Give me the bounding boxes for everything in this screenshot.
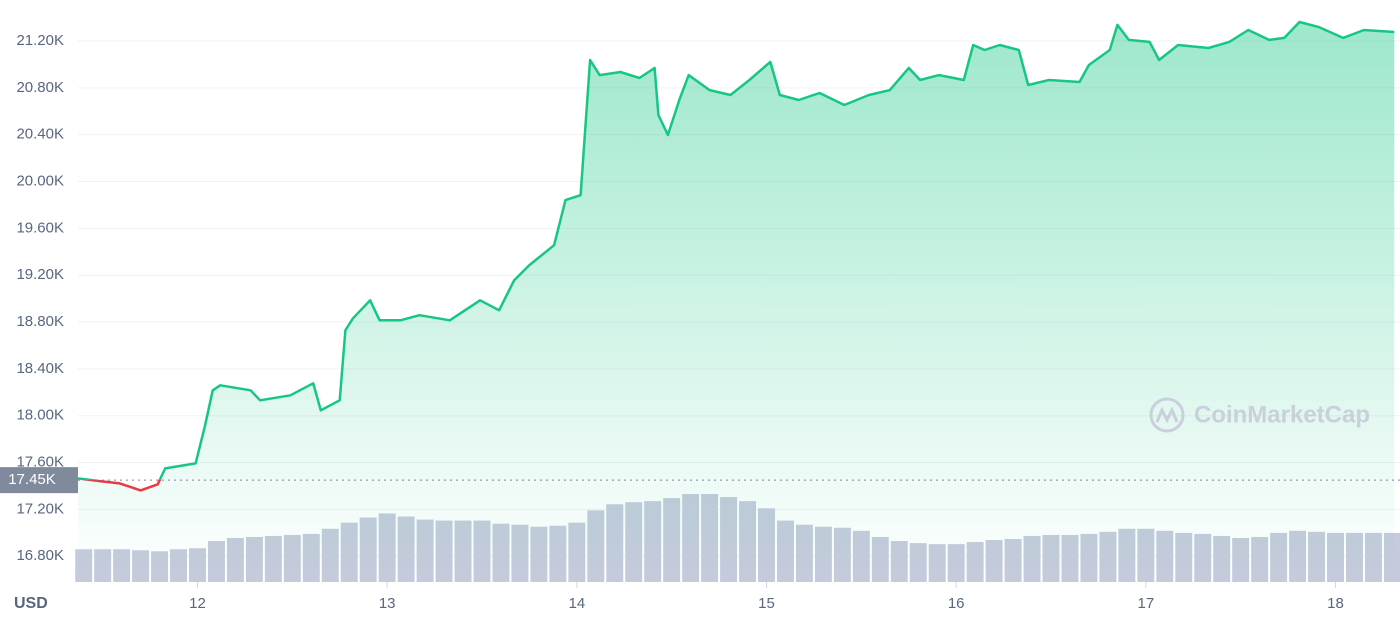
y-tick-label: 20.40K: [16, 126, 64, 143]
price-line: [77, 20, 1395, 492]
area-layer: [78, 22, 1395, 582]
y-tick-label: 18.80K: [16, 313, 64, 330]
y-tick-label: 17.20K: [16, 500, 64, 517]
y-tick-label: 18.40K: [16, 360, 64, 377]
watermark-logo: [1149, 397, 1185, 433]
reference-badge: [0, 467, 78, 494]
x-tick-label: 16: [948, 595, 965, 612]
price-area: [78, 22, 1395, 582]
currency-label: USD: [14, 595, 48, 612]
y-tick-label: 21.20K: [16, 32, 64, 49]
y-tick-label: 20.80K: [16, 79, 64, 96]
y-tick-label: 19.20K: [16, 266, 64, 283]
x-tick-label: 14: [568, 595, 585, 612]
y-tick-label: 16.80K: [16, 547, 64, 564]
x-tick-label: 18: [1327, 595, 1344, 612]
reference-label: 17.45K: [8, 471, 56, 488]
foreground: 16.80K 17.20K 17.60K 18.00K 18.40K 18.80K 19.2…: [0, 20, 1400, 612]
y-tick-label: 17.60K: [16, 454, 64, 471]
y-tick-label: 18.00K: [16, 407, 64, 424]
x-tick-label: 12: [189, 595, 206, 612]
watermark: CoinMarketCap: [1194, 401, 1370, 428]
x-tick-label: 13: [379, 595, 396, 612]
x-tick-label: 15: [758, 595, 775, 612]
y-tick-label: 19.60K: [16, 219, 64, 236]
x-tick-label: 17: [1137, 595, 1154, 612]
y-tick-label: 20.00K: [16, 172, 64, 189]
